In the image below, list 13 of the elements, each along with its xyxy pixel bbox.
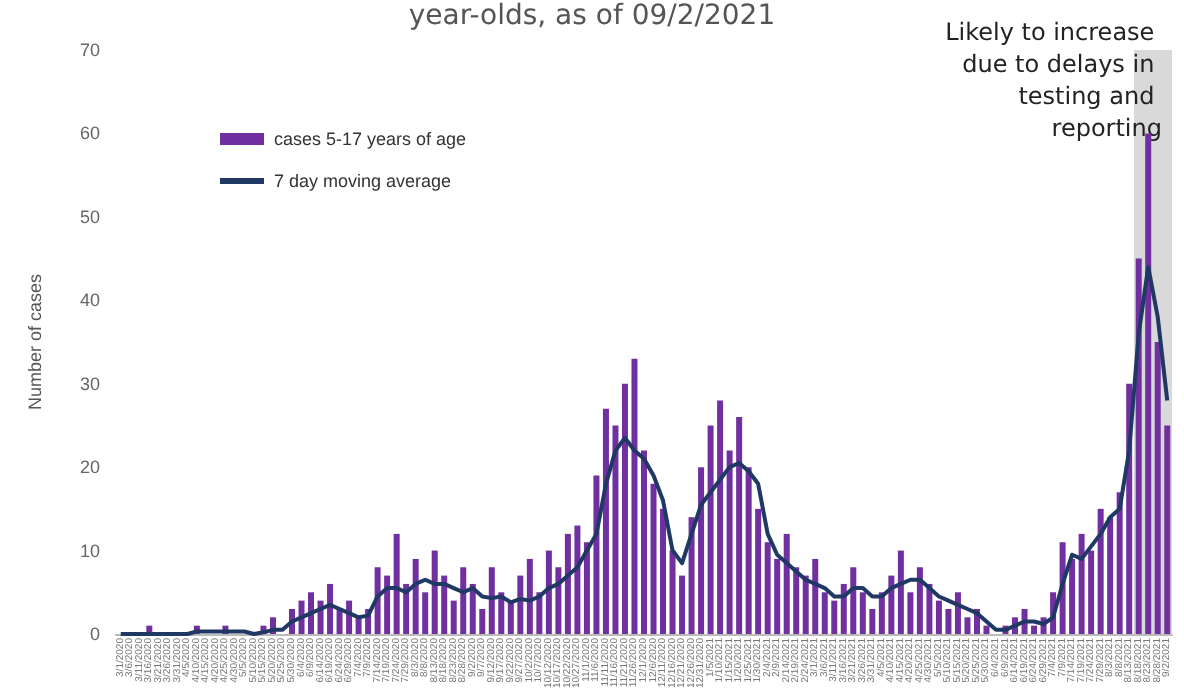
- band-label: Likely to increase due to delays in testing and reporting: [945, 18, 1162, 142]
- y-tick-label: 60: [79, 123, 100, 144]
- y-tick-label: 30: [79, 373, 100, 394]
- chart-title: year-olds, as of 09/2/2021: [408, 0, 776, 32]
- y-tick-label: 50: [79, 206, 100, 227]
- legend-label: 7 day moving average: [274, 171, 452, 191]
- y-tick-label: 0: [89, 624, 100, 644]
- y-axis-title: Number of cases: [25, 272, 45, 411]
- y-tick-label: 10: [79, 540, 100, 561]
- y-tick-label: 40: [79, 290, 100, 311]
- y-tick-label: 20: [79, 457, 100, 478]
- legend-label: cases 5-17 years of age: [274, 129, 467, 149]
- y-tick-label: 70: [79, 40, 100, 60]
